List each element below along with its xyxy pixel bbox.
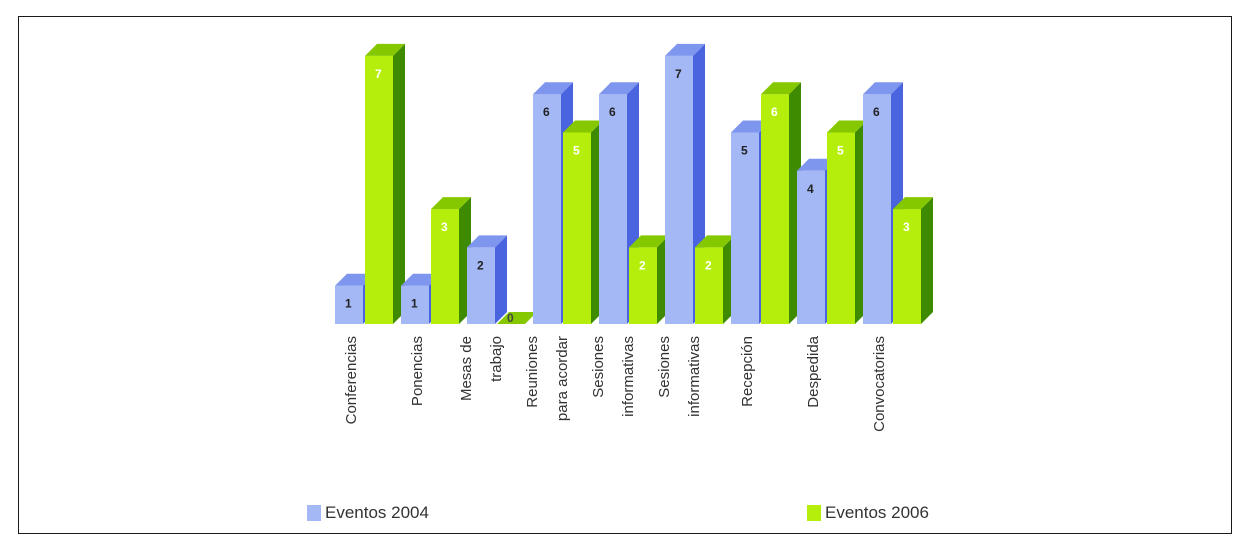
bar-top-0-8 (863, 82, 903, 95)
bar-1-6 (761, 94, 789, 324)
category-label-line-3-0: Reuniones (524, 336, 541, 408)
category-label-line-2-1: trabajo (488, 336, 505, 382)
bar-top-1-2 (497, 312, 537, 324)
bar-0-3 (533, 94, 561, 324)
category-label-line-8-0: Convocatorias (871, 336, 888, 432)
category-label-line-4-1: informativas (620, 336, 637, 417)
data-label-1-1: 3 (441, 220, 448, 234)
category-label-line-3-1: para acordar (554, 336, 571, 421)
data-label-0-4: 6 (609, 105, 616, 119)
legend-label-2006: Eventos 2006 (825, 503, 929, 522)
bar-side-0-2 (495, 235, 507, 324)
data-label-0-1: 1 (411, 297, 418, 311)
category-label-8: Convocatorias (871, 336, 888, 432)
bar-0-7 (797, 170, 825, 324)
data-label-0-6: 5 (741, 144, 748, 158)
data-label-1-7: 5 (837, 144, 844, 158)
bar-0-1 (401, 285, 429, 324)
bar-0-5 (665, 55, 693, 325)
data-label-1-0: 7 (375, 67, 382, 81)
bar-top-1-7 (827, 120, 867, 133)
category-label-3: Reuniones para acordar (524, 336, 571, 421)
bar-top-1-3 (563, 120, 603, 133)
category-label-5: Sesiones informativas (656, 336, 703, 417)
category-label-1: Ponencias (409, 336, 426, 406)
bar-0-6 (731, 132, 759, 324)
legend-swatch-2006 (807, 505, 821, 521)
category-label-line-4-0: Sesiones (590, 336, 607, 398)
bar-1-1 (431, 209, 459, 324)
bar-chart: 1 7 Conferencias 1 3 Ponencias 2 0 Mesas de traba… (335, 43, 933, 432)
bar-0-0 (335, 285, 363, 324)
category-label-7: Despedida (805, 335, 822, 407)
bar-top-1-1 (431, 197, 471, 210)
data-label-0-3: 6 (543, 105, 550, 119)
bar-1-4 (629, 247, 657, 324)
bar-side-1-8 (921, 197, 933, 324)
category-label-2: Mesas de trabajo (458, 336, 505, 401)
category-label-line-0-0: Conferencias (343, 336, 360, 424)
bar-0-2 (467, 247, 495, 324)
data-label-0-5: 7 (675, 67, 682, 81)
legend-item-2004: Eventos 2004 (307, 501, 429, 525)
bar-top-0-2 (467, 235, 507, 248)
data-label-1-3: 5 (573, 144, 580, 158)
bar-top-0-5 (665, 43, 705, 56)
category-label-4: Sesiones informativas (590, 336, 637, 417)
data-label-0-0: 1 (345, 297, 352, 311)
category-label-line-2-0: Mesas de (458, 336, 475, 401)
bar-top-1-5 (695, 235, 735, 248)
category-label-line-7-0: Despedida (805, 335, 822, 407)
bar-1-8 (893, 209, 921, 324)
bar-0-4 (599, 94, 627, 324)
data-label-1-6: 6 (771, 105, 778, 119)
bar-1-5 (695, 247, 723, 324)
bar-top-0-3 (533, 82, 573, 95)
category-label-0: Conferencias (343, 336, 360, 424)
data-label-1-4: 2 (639, 258, 646, 272)
bar-top-1-6 (761, 82, 801, 95)
bar-top-1-8 (893, 197, 933, 210)
legend-swatch-2004 (307, 505, 321, 521)
data-label-1-8: 3 (903, 220, 910, 234)
category-label-line-1-0: Ponencias (409, 336, 426, 406)
bar-top-1-0 (365, 43, 405, 56)
category-label-line-5-0: Sesiones (656, 336, 673, 398)
legend-item-2006: Eventos 2006 (807, 501, 929, 525)
chart-frame: 1 7 Conferencias 1 3 Ponencias 2 0 Mesas de traba… (18, 16, 1232, 534)
data-label-0-2: 2 (477, 258, 484, 272)
data-label-0-8: 6 (873, 105, 880, 119)
data-label-0-7: 4 (807, 182, 814, 196)
bar-top-1-4 (629, 235, 669, 248)
bar-1-7 (827, 132, 855, 324)
category-label-line-5-1: informativas (686, 336, 703, 417)
data-label-1-5: 2 (705, 258, 712, 272)
category-label-line-6-0: Recepción (739, 336, 756, 407)
bar-0-8 (863, 94, 891, 324)
legend-label-2004: Eventos 2004 (325, 503, 429, 522)
data-label-1-2: 0 (507, 311, 514, 325)
bar-top-0-4 (599, 82, 639, 95)
bar-1-0 (365, 55, 393, 325)
bar-1-3 (563, 132, 591, 324)
bar-side-1-0 (393, 43, 405, 325)
category-label-6: Recepción (739, 336, 756, 407)
